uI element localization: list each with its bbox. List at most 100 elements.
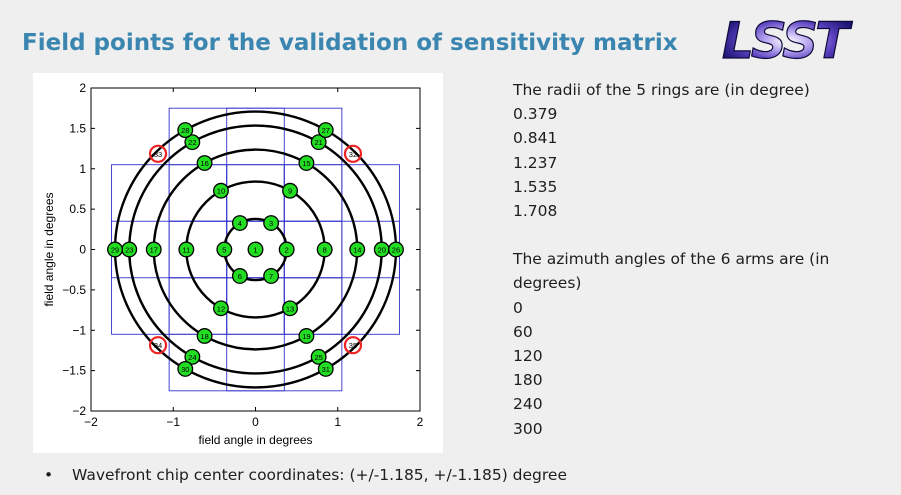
lsst-logo: LSST bbox=[721, 12, 856, 70]
azimuth-value: 120 bbox=[513, 347, 543, 366]
field-point-label: 16 bbox=[200, 159, 208, 168]
field-point-label: 26 bbox=[392, 246, 400, 255]
field-point-label: 24 bbox=[188, 353, 196, 362]
field-point-label: 21 bbox=[314, 138, 322, 147]
y-tick-label: −1.5 bbox=[62, 364, 86, 378]
field-point-label: 6 bbox=[238, 272, 242, 281]
y-tick-label: −0.5 bbox=[62, 283, 86, 297]
logo-text: LSST bbox=[722, 12, 853, 70]
field-point-label: 4 bbox=[238, 219, 242, 228]
azimuth-value: 180 bbox=[513, 371, 543, 390]
radii-heading: The radii of the 5 rings are (in degree) bbox=[513, 81, 810, 99]
wavefront-point bbox=[343, 144, 363, 163]
field-point-label: 23 bbox=[125, 246, 133, 255]
x-tick-label: 1 bbox=[334, 415, 341, 429]
x-tick-label: 2 bbox=[417, 415, 424, 429]
field-point bbox=[317, 122, 334, 139]
x-axis-label: field angle in degrees bbox=[198, 433, 312, 447]
wavefront-point bbox=[148, 144, 168, 163]
field-point bbox=[278, 241, 295, 258]
field-point bbox=[263, 215, 280, 231]
field-point bbox=[317, 360, 334, 377]
field-point bbox=[349, 241, 366, 258]
right-text-panel: The radii of the 5 rings are (in degree)… bbox=[513, 78, 883, 441]
y-axis-label: field angle in degrees bbox=[42, 192, 56, 306]
azimuth-heading: The azimuth angles of the 6 arms are (in bbox=[513, 250, 830, 269]
field-point-label: 9 bbox=[288, 187, 292, 196]
wavefront-point bbox=[343, 336, 363, 355]
radius-value: 1.237 bbox=[513, 153, 558, 172]
field-point-label: 30 bbox=[181, 365, 189, 374]
bullet-text: Wavefront chip center coordinates: (+/-1… bbox=[72, 466, 567, 484]
field-point bbox=[145, 241, 162, 258]
field-point bbox=[282, 300, 298, 317]
field-point-label: 27 bbox=[322, 126, 330, 135]
azimuth-value: 0 bbox=[513, 298, 523, 317]
radius-value: 0.379 bbox=[513, 105, 558, 124]
field-point-label: 1 bbox=[253, 246, 257, 255]
y-tick-label: 1 bbox=[79, 162, 86, 176]
field-point bbox=[298, 155, 315, 171]
slide-title: Field points for the validation of sensi… bbox=[22, 30, 678, 56]
field-point-label: 7 bbox=[269, 272, 273, 281]
radius-value: 1.708 bbox=[513, 202, 558, 221]
field-point bbox=[282, 182, 298, 199]
y-tick-label: 2 bbox=[79, 81, 86, 95]
field-point-label: 17 bbox=[150, 246, 158, 255]
field-point-label: 28 bbox=[181, 126, 189, 135]
field-point-label: 5 bbox=[222, 246, 226, 255]
field-point-label: 11 bbox=[182, 246, 190, 255]
field-point bbox=[184, 348, 201, 365]
field-point bbox=[298, 328, 315, 344]
field-point-label: 15 bbox=[302, 159, 310, 168]
field-point-label: 20 bbox=[378, 246, 386, 255]
field-point-label: 13 bbox=[286, 304, 294, 313]
field-point bbox=[216, 241, 233, 258]
azimuth-value: 60 bbox=[513, 322, 533, 341]
field-point-label: 14 bbox=[353, 246, 361, 255]
wavefront-point-label: 34 bbox=[154, 341, 162, 350]
field-point bbox=[310, 134, 327, 151]
x-tick-label: 0 bbox=[252, 415, 259, 429]
field-point bbox=[316, 241, 333, 258]
y-tick-label: 1.5 bbox=[69, 121, 86, 135]
field-point bbox=[247, 241, 264, 258]
bullet-dot: • bbox=[44, 466, 54, 484]
field-point-label: 22 bbox=[188, 138, 196, 147]
field-point bbox=[196, 328, 213, 344]
wavefront-point bbox=[148, 336, 168, 355]
field-point bbox=[231, 268, 248, 284]
field-point bbox=[184, 134, 201, 151]
field-point bbox=[213, 182, 229, 199]
y-tick-label: −2 bbox=[72, 404, 86, 418]
field-point-label: 3 bbox=[269, 219, 273, 228]
field-point bbox=[177, 122, 194, 139]
field-point bbox=[107, 241, 123, 258]
field-point-label: 2 bbox=[285, 246, 289, 255]
y-tick-label: 0.5 bbox=[69, 202, 86, 216]
field-point-label: 31 bbox=[322, 365, 330, 374]
x-tick-label: −2 bbox=[84, 415, 98, 429]
plot-background bbox=[33, 73, 443, 453]
field-point-label: 12 bbox=[217, 304, 225, 313]
field-point bbox=[177, 360, 194, 377]
field-point bbox=[231, 215, 248, 231]
wavefront-point-label: 33 bbox=[154, 150, 162, 159]
field-point bbox=[263, 268, 280, 284]
field-point-label: 19 bbox=[302, 332, 310, 341]
wavefront-point-label: 32 bbox=[349, 150, 357, 159]
wavefront-point-label: 35 bbox=[349, 341, 357, 350]
field-point bbox=[178, 241, 195, 258]
radius-value: 1.535 bbox=[513, 177, 558, 196]
azimuth-value: 300 bbox=[513, 419, 543, 438]
field-point bbox=[213, 300, 229, 317]
field-point-label: 29 bbox=[111, 246, 119, 255]
field-point-label: 10 bbox=[217, 187, 225, 196]
field-point-label: 25 bbox=[314, 353, 322, 362]
azimuth-heading-cont: degrees) bbox=[513, 274, 582, 293]
field-point bbox=[310, 348, 327, 365]
x-tick-label: −1 bbox=[166, 415, 180, 429]
azimuth-value: 240 bbox=[513, 395, 543, 414]
field-point-label: 8 bbox=[323, 246, 327, 255]
